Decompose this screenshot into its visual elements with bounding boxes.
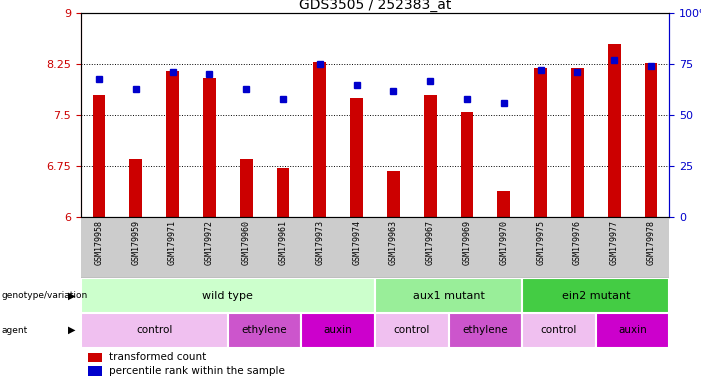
Text: aux1 mutant: aux1 mutant (413, 291, 484, 301)
Text: GSM179959: GSM179959 (131, 220, 140, 265)
Text: auxin: auxin (324, 325, 353, 335)
Text: wild type: wild type (203, 291, 253, 301)
Bar (350, 98, 363, 217)
Bar (375, 313, 449, 348)
Text: GSM179973: GSM179973 (315, 220, 325, 265)
Text: agent: agent (1, 326, 27, 335)
Bar (522, 313, 596, 348)
Bar (534, 68, 547, 217)
Bar (375, 278, 522, 313)
Bar (424, 95, 437, 217)
Text: GSM179961: GSM179961 (278, 220, 287, 265)
Bar (81, 313, 228, 348)
Text: GSM179977: GSM179977 (610, 220, 619, 265)
Text: GSM179974: GSM179974 (352, 220, 361, 265)
Text: ▶: ▶ (69, 291, 76, 301)
Text: ▶: ▶ (69, 325, 76, 335)
Bar (387, 171, 400, 217)
Bar (166, 71, 179, 217)
Bar (277, 168, 290, 217)
Text: genotype/variation: genotype/variation (1, 291, 88, 300)
Bar (461, 112, 473, 217)
Bar (571, 68, 584, 217)
Bar (522, 278, 669, 313)
Bar (93, 95, 105, 217)
Text: control: control (394, 325, 430, 335)
Bar (449, 313, 522, 348)
Bar (313, 62, 326, 217)
Text: GSM179970: GSM179970 (499, 220, 508, 265)
Text: percentile rank within the sample: percentile rank within the sample (109, 366, 285, 376)
Text: ethylene: ethylene (242, 325, 287, 335)
Text: auxin: auxin (618, 325, 647, 335)
Text: GSM179975: GSM179975 (536, 220, 545, 265)
Text: ethylene: ethylene (463, 325, 508, 335)
Text: transformed count: transformed count (109, 352, 206, 362)
Bar (645, 63, 658, 217)
Text: control: control (136, 325, 172, 335)
Bar (203, 78, 216, 217)
Text: ein2 mutant: ein2 mutant (562, 291, 630, 301)
Text: GSM179978: GSM179978 (646, 220, 655, 265)
Bar (596, 313, 669, 348)
Bar (498, 191, 510, 217)
Text: GSM179972: GSM179972 (205, 220, 214, 265)
Text: GSM179976: GSM179976 (573, 220, 582, 265)
Text: GSM179967: GSM179967 (426, 220, 435, 265)
Text: control: control (541, 325, 577, 335)
Title: GDS3505 / 252383_at: GDS3505 / 252383_at (299, 0, 451, 12)
Bar (240, 159, 252, 217)
Text: GSM179963: GSM179963 (389, 220, 398, 265)
Text: GSM179960: GSM179960 (242, 220, 251, 265)
Bar (228, 313, 301, 348)
Bar (608, 44, 620, 217)
Text: GSM179971: GSM179971 (168, 220, 177, 265)
Text: GSM179958: GSM179958 (95, 220, 104, 265)
Bar (130, 159, 142, 217)
Bar (81, 278, 375, 313)
Bar (301, 313, 375, 348)
Text: GSM179969: GSM179969 (463, 220, 472, 265)
